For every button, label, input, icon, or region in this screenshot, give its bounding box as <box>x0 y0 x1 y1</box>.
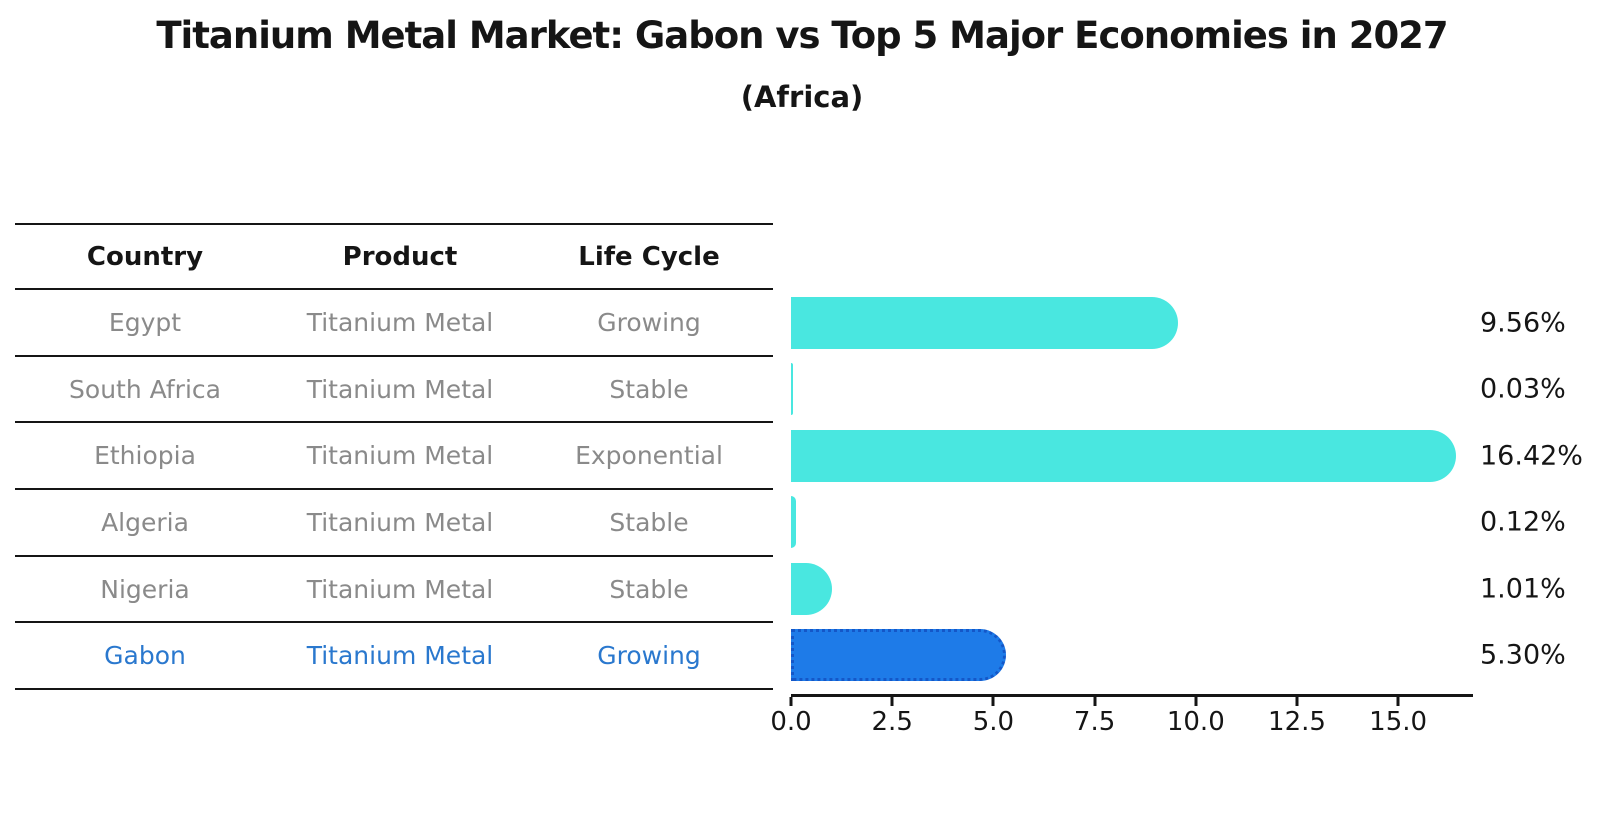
x-axis-tick-label: 5.0 <box>972 707 1015 737</box>
table-row-south-africa: South Africa Titanium Metal Stable <box>15 357 773 424</box>
cell-product: Titanium Metal <box>306 307 494 337</box>
x-axis-tick <box>890 697 894 706</box>
cell-life-cycle: Growing <box>597 641 701 671</box>
bar-nigeria <box>791 563 832 615</box>
chart-subtitle: (Africa) <box>740 80 864 114</box>
cell-life-cycle: Stable <box>609 374 689 404</box>
cell-product: Titanium Metal <box>306 574 494 604</box>
cell-country: Algeria <box>101 507 189 537</box>
table-header-row: Country Product Life Cycle <box>15 225 773 290</box>
x-axis-tick-label: 2.5 <box>871 707 913 737</box>
value-label-algeria: 0.12% <box>1480 506 1566 538</box>
x-axis-tick-label: 10.0 <box>1166 707 1225 737</box>
table-row-gabon-highlighted: Gabon Titanium Metal Growing <box>15 623 773 691</box>
value-label-egypt: 9.56% <box>1480 307 1566 339</box>
cell-life-cycle: Exponential <box>575 441 723 471</box>
value-label-ethiopia: 16.42% <box>1480 440 1583 472</box>
cell-country: Egypt <box>108 307 182 337</box>
header-product: Product <box>342 241 458 272</box>
x-axis-tick <box>1295 697 1299 706</box>
bar-algeria <box>791 496 796 548</box>
bar-egypt <box>791 297 1178 349</box>
x-axis-tick-label: 7.5 <box>1073 707 1116 737</box>
cell-product: Titanium Metal <box>306 507 494 537</box>
table-row-ethiopia: Ethiopia Titanium Metal Exponential <box>15 423 773 491</box>
cell-product: Titanium Metal <box>306 441 494 471</box>
cell-life-cycle: Stable <box>609 574 689 604</box>
bar-gabon-highlighted <box>791 629 1006 681</box>
cell-product: Titanium Metal <box>306 641 494 671</box>
x-axis-tick-label: 15.0 <box>1369 707 1428 737</box>
header-life-cycle: Life Cycle <box>578 241 720 272</box>
cell-country: Nigeria <box>100 574 190 604</box>
value-label-nigeria: 1.01% <box>1480 573 1566 605</box>
x-axis-line <box>791 694 1473 697</box>
table-row-algeria: Algeria Titanium Metal Stable <box>15 490 773 557</box>
x-axis-tick <box>1194 697 1198 706</box>
x-axis-tick <box>1093 697 1097 706</box>
bar-ethiopia <box>791 430 1456 482</box>
cell-product: Titanium Metal <box>306 374 494 404</box>
x-axis-tick <box>789 697 793 706</box>
cell-country: Gabon <box>104 641 186 671</box>
cell-life-cycle: Growing <box>597 307 701 337</box>
page-title: Titanium Metal Market: Gabon vs Top 5 Ma… <box>156 14 1448 57</box>
cell-country: South Africa <box>69 374 221 404</box>
data-table: Country Product Life Cycle Egypt Titaniu… <box>15 223 773 691</box>
value-label-gabon: 5.30% <box>1480 639 1566 671</box>
table-row-nigeria: Nigeria Titanium Metal Stable <box>15 557 773 624</box>
cell-life-cycle: Stable <box>609 507 689 537</box>
cell-country: Ethiopia <box>94 441 196 471</box>
table-row-egypt: Egypt Titanium Metal Growing <box>15 290 773 357</box>
x-axis-tick-label: 12.5 <box>1268 707 1326 737</box>
x-axis-tick <box>1396 697 1400 706</box>
bar-south-africa <box>791 363 793 415</box>
x-axis-tick-label: 0.0 <box>770 707 812 737</box>
value-label-south-africa: 0.03% <box>1480 373 1566 405</box>
header-country: Country <box>86 241 204 272</box>
x-axis-tick <box>991 697 995 706</box>
